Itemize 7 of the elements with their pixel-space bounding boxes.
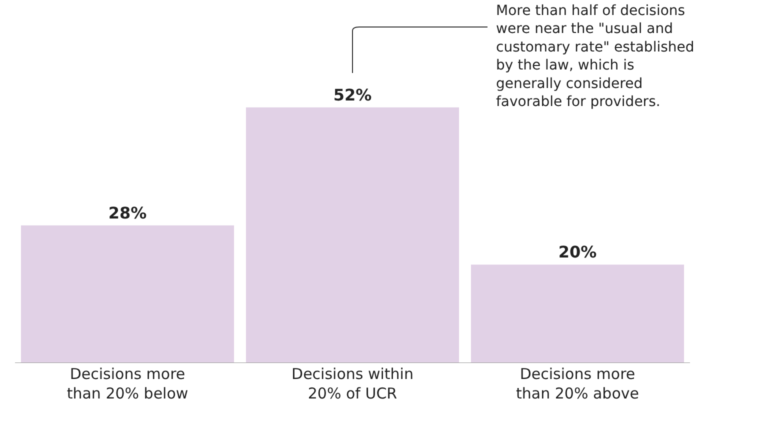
data-label: 20% xyxy=(558,242,597,262)
data-label: 28% xyxy=(108,203,147,222)
x-tick-label: Decisions more than 20% below xyxy=(66,365,188,402)
x-tick-label: Decisions within 20% of UCR xyxy=(292,365,414,402)
annotation: More than half of decisions were near the "usual and customary rate" established by the law, which is generally considered favorable for providers. xyxy=(496,3,694,110)
x-tick-label: Decisions more than 20% above xyxy=(516,365,639,402)
data-label: 52% xyxy=(333,85,372,104)
